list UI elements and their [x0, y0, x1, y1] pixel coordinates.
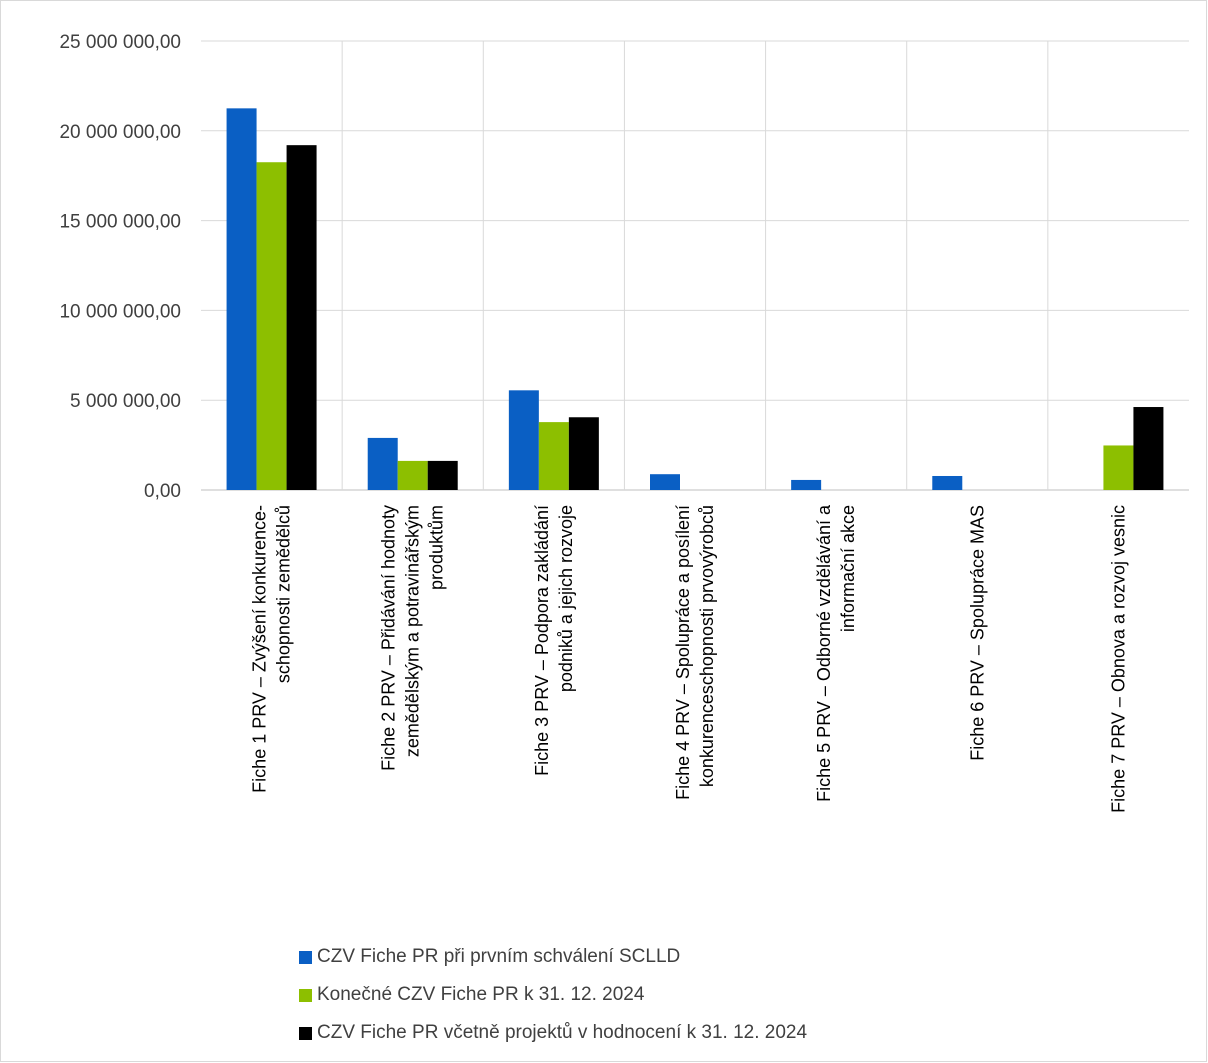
y-tick-label: 10 000 000,00: [59, 301, 181, 322]
legend-label: CZV Fiche PR při prvním schválení SCLLD: [317, 946, 681, 967]
x-category-label-line: Fiche 5 PRV – Odborné vzdělávání a: [814, 504, 834, 802]
legend-swatch: [299, 988, 312, 1002]
bar: [286, 145, 317, 490]
bar: [427, 460, 458, 490]
x-category-label: Fiche 7 PRV – Obnova a rozvoj vesnic: [1108, 505, 1128, 813]
x-category-label: Fiche 3 PRV – Podpora zakládání podniků a…: [532, 505, 576, 776]
bar: [650, 474, 680, 490]
x-category-label: Fiche 4 PRV – Spolupráce a posílení konku…: [673, 505, 717, 800]
bars: [226, 108, 1164, 491]
legend: CZV Fiche PR při prvním schválení SCLLD K…: [299, 939, 807, 1053]
legend-label: Konečné CZV Fiche PR k 31. 12. 2024: [317, 984, 645, 1005]
x-category-label-line: Fiche 4 PRV – Spolupráce a posílení: [673, 505, 693, 800]
legend-item: Konečné CZV Fiche PR k 31. 12. 2024: [299, 977, 807, 1013]
bar: [568, 417, 599, 490]
x-category-label: Fiche 2 PRV – Přidávání hodnoty zemědělsk…: [379, 505, 447, 771]
x-category-label-line: Fiche 7 PRV – Obnova a rozvoj vesnic: [1108, 505, 1128, 813]
bar: [1133, 407, 1164, 490]
y-tick-label: 5 000 000,00: [70, 391, 181, 412]
bar: [256, 162, 287, 491]
bar: [791, 479, 822, 490]
legend-swatch: [299, 950, 312, 964]
x-category-label-line: Fiche 6 PRV – Spolupráce MAS: [967, 505, 987, 761]
bar: [1103, 445, 1134, 490]
bar-chart: 0,00 5 000 000,00 10 000 000,00 15 000 000,…: [59, 32, 1189, 813]
bar: [932, 475, 963, 490]
x-category-label-line: Fiche 3 PRV – Podpora zakládání: [532, 505, 552, 776]
x-category-label: Fiche 5 PRV – Odborné vzdělávání a inform…: [814, 504, 858, 802]
y-tick-label: 0,00: [144, 481, 181, 502]
x-category-label-line: zemědělským a potravinářským: [403, 505, 423, 757]
bar: [508, 390, 539, 490]
x-category-label-line: Fiche 1 PRV – Zvýšení konkurence-: [250, 505, 270, 793]
x-category-label-line: podniků a jejich rozvoje: [556, 505, 576, 692]
bar: [367, 437, 398, 490]
y-tick-label: 20 000 000,00: [59, 122, 181, 143]
bar: [226, 108, 257, 490]
y-tick-label: 25 000 000,00: [59, 32, 181, 53]
bar: [397, 460, 428, 490]
legend-label: CZV Fiche PR včetně projektů v hodnocení…: [317, 1022, 808, 1043]
x-category-label-line: informační akce: [838, 505, 858, 632]
x-axis-categories: Fiche 1 PRV – Zvýšení konkurence-schopno…: [250, 504, 1129, 813]
legend-item: CZV Fiche PR při prvním schválení SCLLD: [299, 939, 807, 975]
legend-swatch: [299, 1026, 312, 1040]
gridlines: [201, 40, 1189, 491]
x-category-label: Fiche 6 PRV – Spolupráce MAS: [967, 505, 987, 761]
x-category-label-line: Fiche 2 PRV – Přidávání hodnoty: [379, 505, 399, 771]
legend-item: CZV Fiche PR včetně projektů v hodnocení…: [299, 1015, 807, 1051]
x-category-label-line: produktům: [427, 505, 447, 590]
bar: [538, 422, 569, 490]
x-category-label: Fiche 1 PRV – Zvýšení konkurence-schopno…: [250, 505, 294, 793]
x-category-label-line: konkurenceschopnosti prvovýrobců: [697, 505, 717, 787]
y-axis-ticks: 0,00 5 000 000,00 10 000 000,00 15 000 000,…: [59, 32, 181, 502]
y-tick-label: 15 000 000,00: [59, 212, 181, 233]
x-category-label-line: schopnosti zemědělců: [274, 505, 294, 683]
